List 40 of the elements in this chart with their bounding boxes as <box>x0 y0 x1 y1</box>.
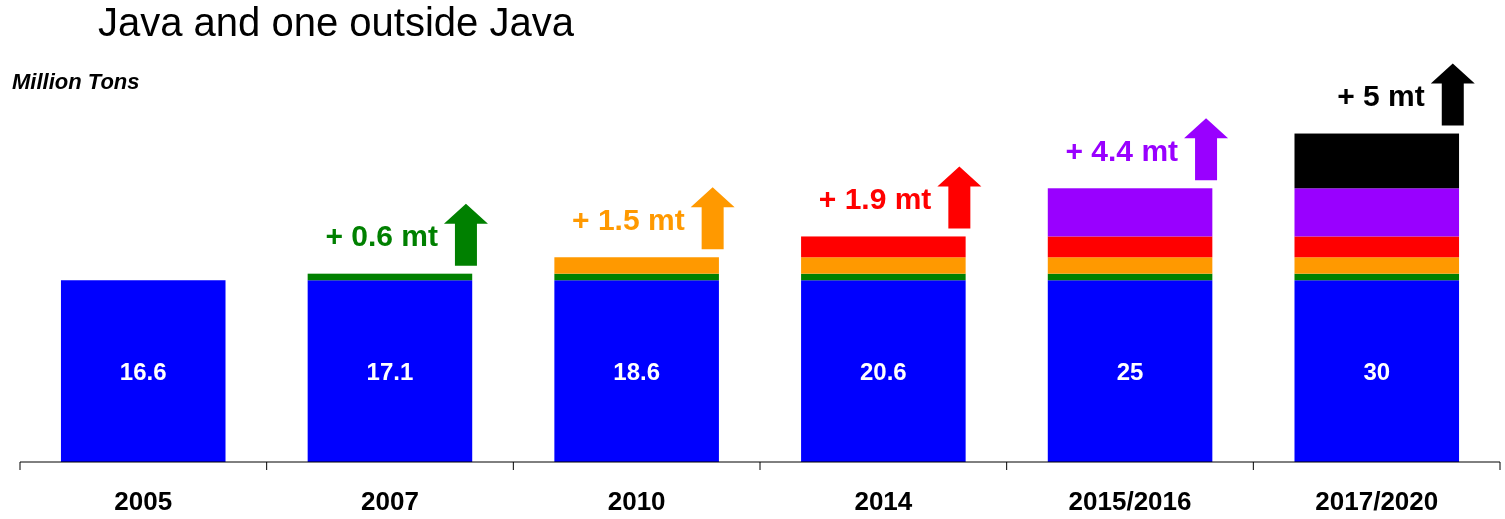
bar <box>1047 236 1213 258</box>
bar <box>1294 133 1460 189</box>
text: Million Tons <box>12 69 140 94</box>
x-tick-label: 2007 <box>361 486 419 516</box>
total-label: 17.1 <box>366 357 414 385</box>
x-tick-label: 2010 <box>607 486 666 516</box>
total-label: 18.6 <box>613 357 661 385</box>
bar <box>554 280 719 462</box>
bar <box>554 273 719 281</box>
bar <box>801 236 966 258</box>
x-tick-label: 2017/2020 <box>1315 486 1439 516</box>
bar <box>801 273 966 281</box>
total-label: 25 <box>1116 357 1144 385</box>
bar <box>1047 188 1213 237</box>
bar <box>307 273 473 281</box>
data-label: + 0.6 mt <box>325 219 438 253</box>
bar <box>801 257 966 274</box>
bar <box>60 280 226 462</box>
chart-title: Java and one outside Java <box>98 0 575 44</box>
x-tick-label: 2005 <box>114 486 173 516</box>
total-label: 16.6 <box>119 357 167 385</box>
bar <box>1294 257 1460 274</box>
bar <box>1047 257 1213 274</box>
data-label: + 5 mt <box>1337 79 1425 113</box>
bar <box>1047 273 1213 281</box>
bar <box>1047 280 1213 462</box>
total-label: 20.6 <box>859 357 907 385</box>
data-label: + 1.5 mt <box>572 202 685 236</box>
bar <box>801 280 966 462</box>
total-label: 30 <box>1363 357 1391 385</box>
data-label: + 1.9 mt <box>818 181 932 215</box>
bar <box>1294 188 1460 237</box>
x-tick-label: 2015/2016 <box>1068 486 1192 516</box>
bar <box>307 280 473 462</box>
data-label: + 4.4 mt <box>1065 133 1179 167</box>
bar <box>1294 273 1460 281</box>
x-tick-label: 2014 <box>854 486 913 516</box>
bar <box>554 257 719 274</box>
bar <box>1294 236 1460 258</box>
bar <box>1294 280 1460 462</box>
